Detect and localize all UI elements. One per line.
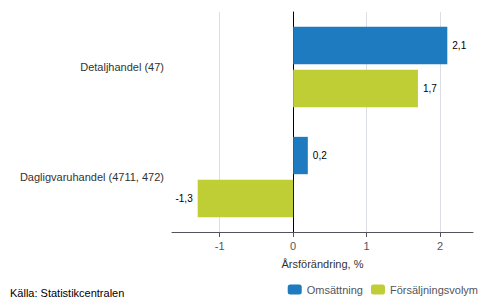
svg-text:Källa: Statistikcentralen: Källa: Statistikcentralen (10, 287, 124, 299)
svg-text:Detaljhandel (47): Detaljhandel (47) (80, 61, 164, 73)
svg-text:2: 2 (437, 240, 443, 252)
svg-text:0,2: 0,2 (313, 150, 327, 161)
svg-text:1,7: 1,7 (423, 83, 437, 94)
svg-text:1: 1 (363, 240, 369, 252)
svg-text:0: 0 (290, 240, 296, 252)
svg-text:Omsättning: Omsättning (307, 284, 363, 296)
svg-text:-1,3: -1,3 (175, 193, 193, 204)
svg-text:Försäljningsvolym: Försäljningsvolym (390, 284, 478, 296)
svg-text:-1: -1 (215, 240, 225, 252)
svg-text:Dagligvaruhandel (4711, 472): Dagligvaruhandel (4711, 472) (20, 171, 164, 183)
svg-text:2,1: 2,1 (452, 40, 466, 51)
svg-text:Årsförändring, %: Årsförändring, % (282, 258, 364, 270)
